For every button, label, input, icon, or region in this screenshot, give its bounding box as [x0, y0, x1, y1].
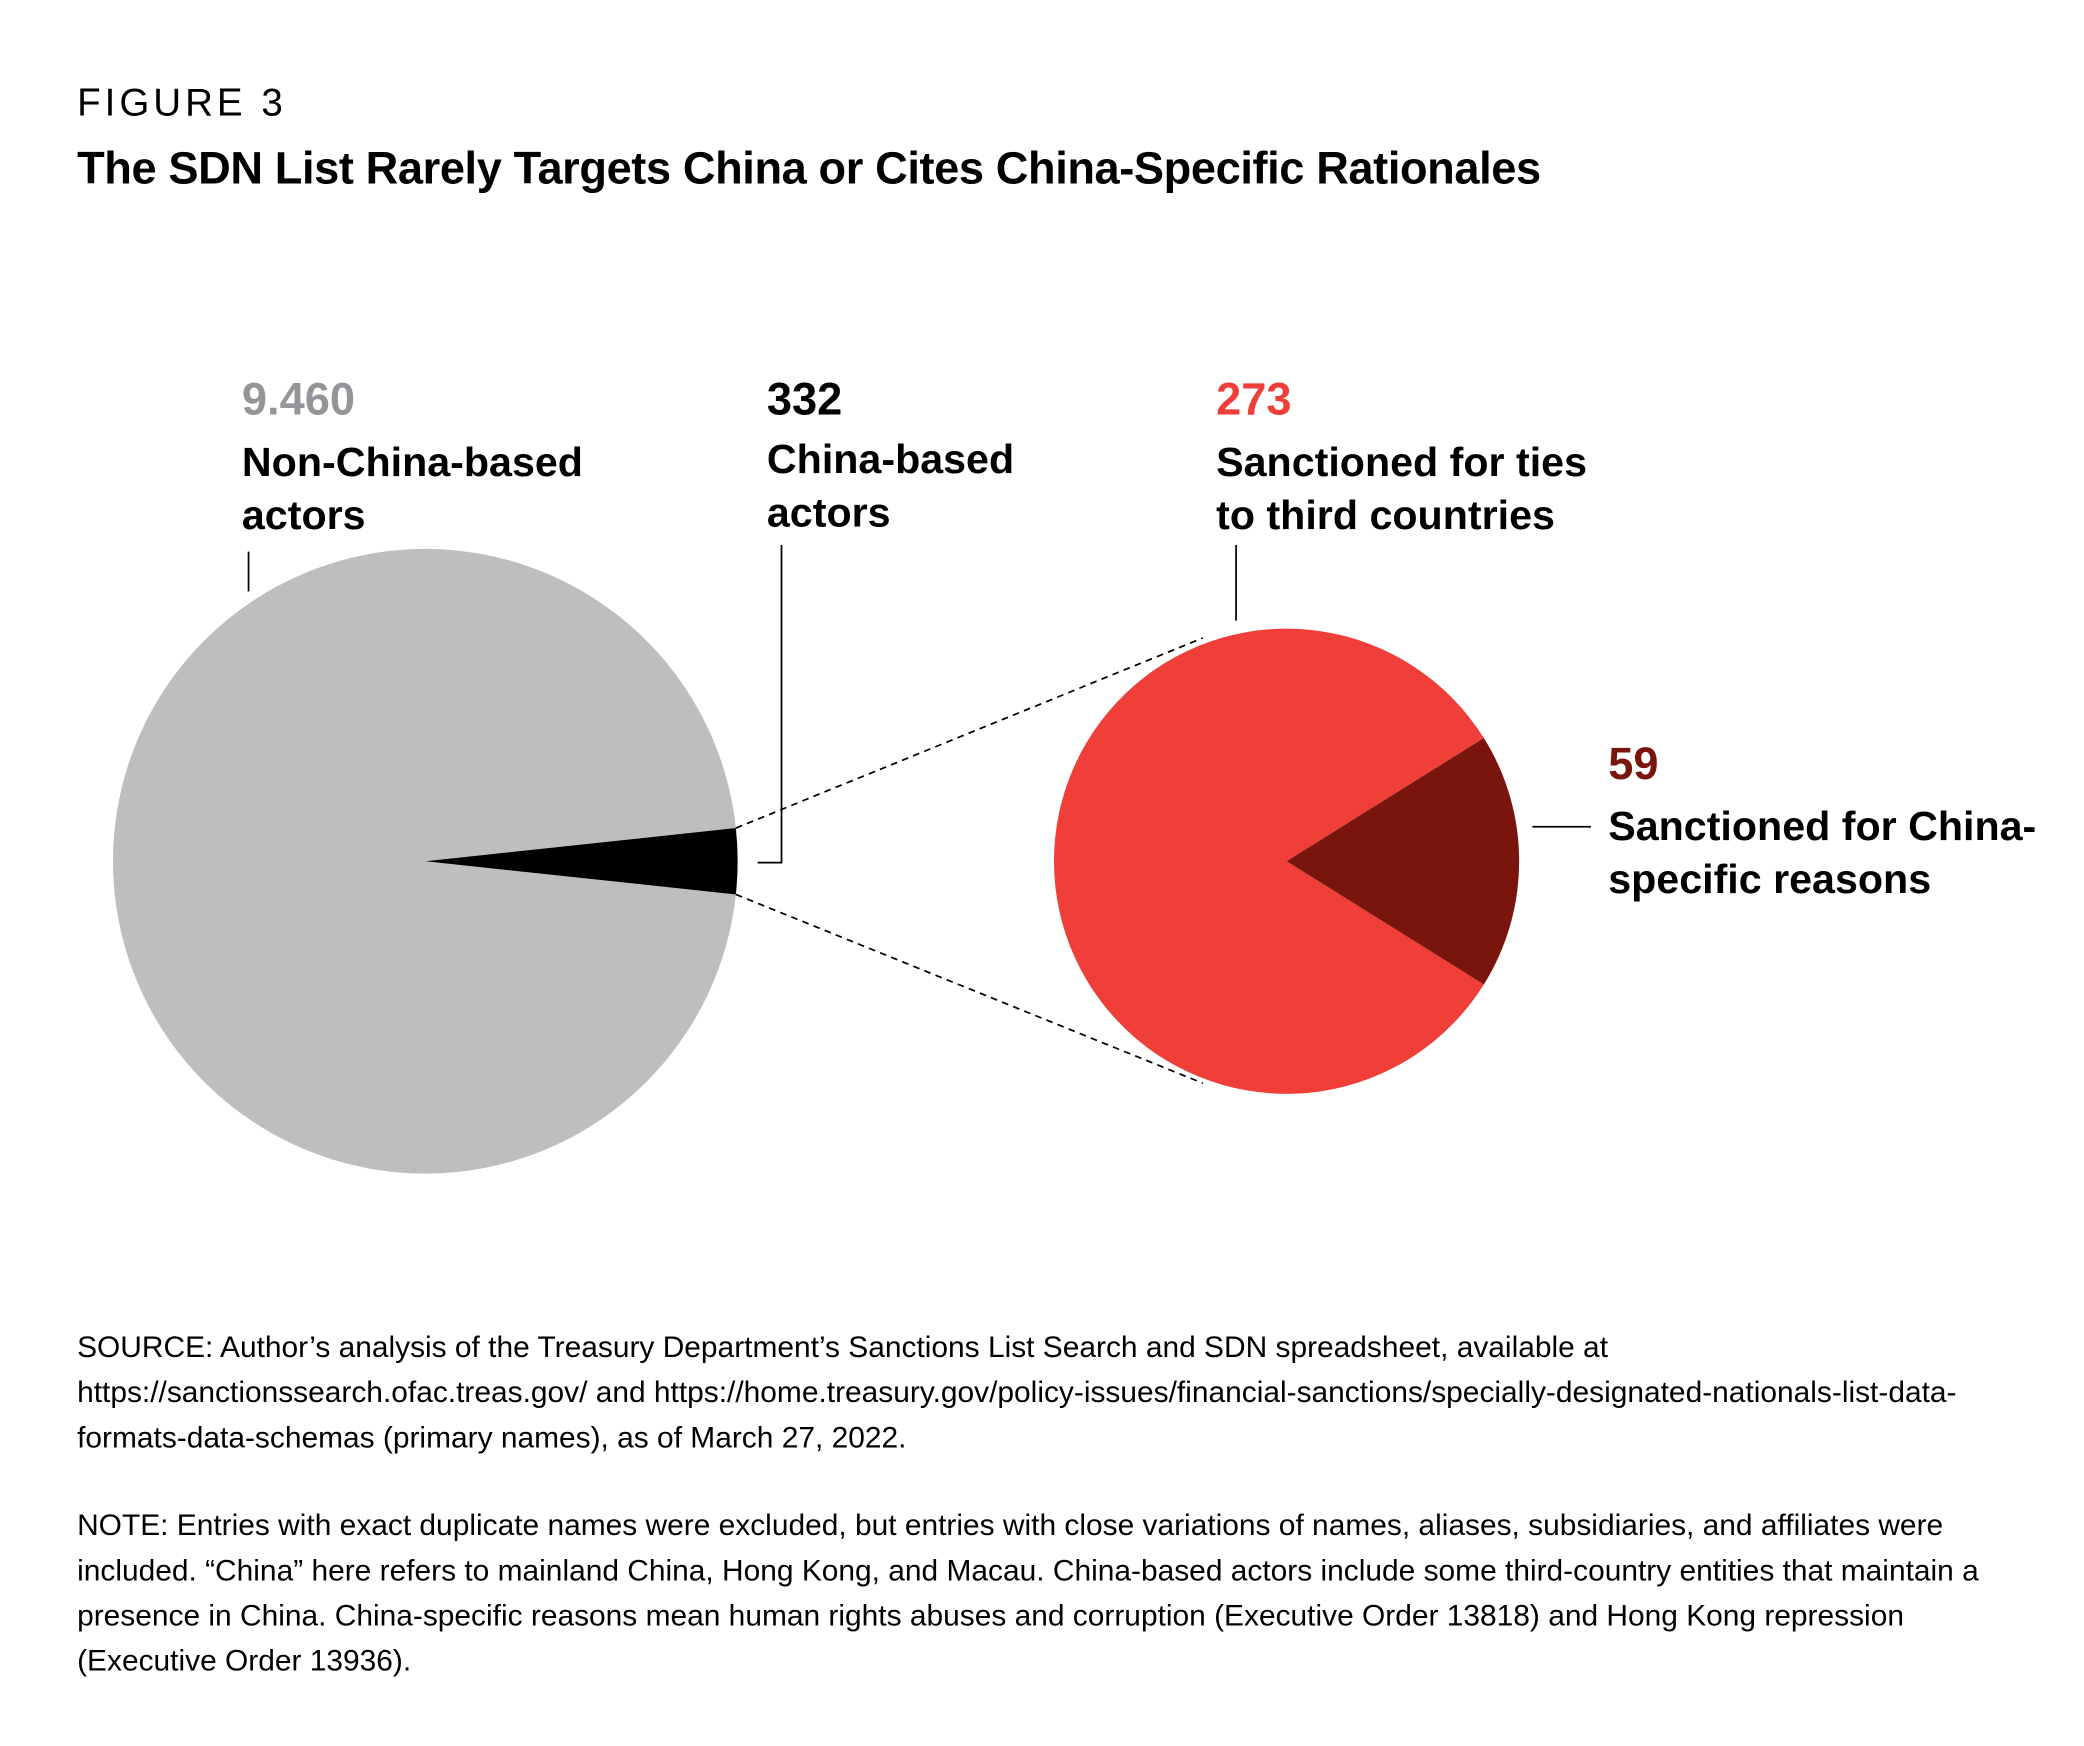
slice-label: Non-China-based actors [241, 438, 583, 539]
pie-slice [425, 828, 738, 895]
figure-label: FIGURE 3 [77, 82, 287, 125]
pie-slice [1053, 628, 1484, 1094]
source-note: SOURCE: Author’s analysis of the Treasur… [77, 1330, 1957, 1455]
leader-line [757, 544, 783, 864]
slice-label: Sanctioned for China-specific reasons [1608, 802, 2037, 903]
connector [735, 637, 1204, 829]
pie-slice [1286, 738, 1520, 985]
chart-title: The SDN List Rarely Targets China or Cit… [77, 143, 1541, 195]
pie-slice [112, 548, 736, 1174]
value-label: 332 [766, 374, 843, 426]
value-label: 273 [1216, 374, 1292, 426]
value-label: 59 [1608, 738, 1659, 790]
slice-label: Sanctioned for ties to third countries [1216, 438, 1588, 539]
slice-label: China-based actors [766, 435, 1015, 536]
note: NOTE: Entries with exact duplicate names… [77, 1508, 1979, 1678]
value-label: 9.460 [241, 374, 355, 426]
connector [735, 893, 1204, 1085]
